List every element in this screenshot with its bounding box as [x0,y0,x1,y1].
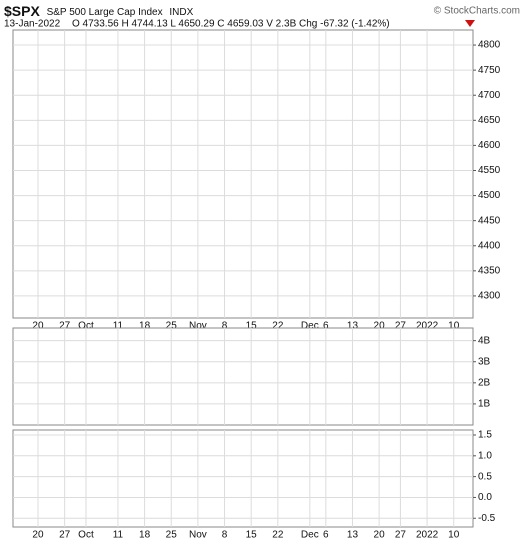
y-tick-label: 4650 [478,115,501,126]
panel [12,29,474,319]
x-tick-label: 20 [374,321,386,332]
x-tick-label: 13 [347,321,359,332]
x-tick-label: Nov [189,530,207,541]
x-tick-label: 25 [166,530,178,541]
y-tick-label: -0.5 [478,513,496,524]
y-tick-label: 4350 [478,265,501,276]
y-tick-label: 0.5 [478,471,492,482]
y-tick-label: 2B [478,377,491,388]
x-tick-label: 10 [448,321,460,332]
x-tick-label: 18 [139,530,151,541]
chart-header: $SPX S&P 500 Large Cap Index INDX [4,3,194,19]
y-tick-label: 0.0 [478,492,492,503]
copyright: © StockCharts.com [434,6,520,17]
x-tick-label: 22 [272,530,284,541]
y-tick-label: 4500 [478,190,501,201]
x-tick-label: Dec [301,530,319,541]
x-tick-label: 27 [395,530,407,541]
quote: O 4733.56 H 4744.13 L 4650.29 C 4659.03 … [72,19,390,30]
exchange: INDX [169,7,193,18]
y-tick-label: 3B [478,356,491,367]
quote-date: 13-Jan-2022 [4,19,61,30]
plot-area [13,430,473,527]
x-tick-label: 8 [222,321,228,332]
plot-area [13,30,473,318]
y-tick-label: 1.0 [478,450,492,461]
y-tick-label: 4400 [478,240,501,251]
panel [12,327,474,426]
x-tick-label: 10 [448,530,460,541]
x-tick-label: 2022 [416,530,439,541]
panel [12,429,474,528]
x-tick-label: Dec [301,321,319,332]
x-tick-label: 8 [222,530,228,541]
x-tick-label: 6 [323,321,329,332]
x-tick-label: 15 [246,530,258,541]
x-tick-label: 6 [323,530,329,541]
symbol-name: S&P 500 Large Cap Index [47,7,163,18]
y-tick-label: 4750 [478,65,501,76]
plot-area [13,328,473,425]
y-tick-label: 1B [478,399,491,410]
x-tick-label: 22 [272,321,284,332]
y-tick-label: 4800 [478,40,501,51]
y-tick-label: 4450 [478,215,501,226]
symbol: $SPX [4,3,40,19]
x-tick-label: 13 [347,530,359,541]
x-tick-label: Oct [78,321,94,332]
x-tick-label: 11 [113,530,124,541]
x-tick-label: 27 [59,321,71,332]
x-tick-label: 11 [113,321,124,332]
x-tick-label: 18 [139,321,151,332]
y-tick-label: 4B [478,335,491,346]
down-indicator [465,20,475,27]
x-tick-label: 25 [166,321,178,332]
x-tick-label: Nov [189,321,207,332]
y-tick-label: 4550 [478,165,501,176]
x-tick-label: Oct [78,530,94,541]
y-tick-label: 4300 [478,291,501,302]
y-tick-label: 4700 [478,90,501,101]
x-tick-label: 20 [374,530,386,541]
x-tick-label: 27 [59,530,71,541]
y-tick-label: 1.5 [478,430,492,441]
x-tick-label: 27 [395,321,407,332]
x-tick-label: 20 [32,321,44,332]
x-tick-label: 20 [32,530,44,541]
y-tick-label: 4600 [478,140,501,151]
x-tick-label: 15 [246,321,258,332]
x-tick-label: 2022 [416,321,439,332]
